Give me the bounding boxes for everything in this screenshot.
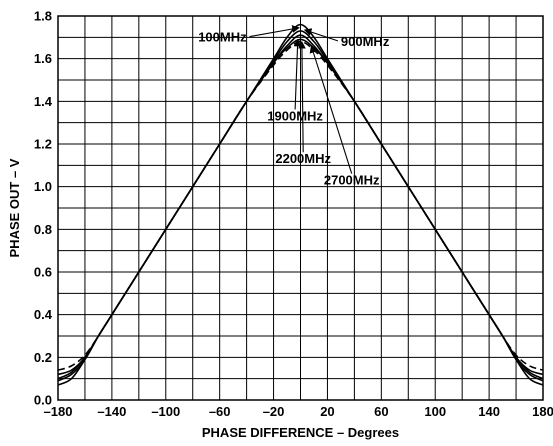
y-tick-label: 1.8 — [34, 9, 52, 24]
annotation-arrow — [293, 38, 302, 110]
grid — [58, 16, 543, 400]
y-axis-title: PHASE OUT – V — [7, 158, 22, 257]
x-tick-label: 140 — [478, 404, 500, 419]
annotation-label: 1900MHz — [267, 109, 323, 124]
annotation-arrow — [249, 25, 300, 38]
y-tick-label: 0.6 — [34, 265, 52, 280]
tick-labels: –180 –140 –100 –60 –20 20 60 100 140 180 0.0 0.2 0.4… — [34, 9, 553, 420]
y-tick-label: 1.4 — [34, 94, 53, 109]
annotations: 100MHz 900MHz 1900MHz 2200MHz 2700MHz — [198, 25, 390, 188]
x-tick-label: –100 — [151, 404, 180, 419]
plot-frame — [57, 15, 544, 401]
y-tick-label: 0.8 — [34, 222, 52, 237]
annotation-label: 2700MHz — [324, 173, 380, 188]
annotation-label: 900MHz — [341, 34, 390, 49]
annotation-arrow — [309, 45, 353, 174]
x-tick-label: 100 — [424, 404, 446, 419]
y-tick-label: 0.0 — [34, 393, 52, 408]
x-tick-label: 20 — [320, 404, 334, 419]
annotation-label: 2200MHz — [275, 151, 331, 166]
annotation-arrow — [303, 28, 339, 42]
x-tick-label: –180 — [44, 404, 73, 419]
annotation-label: 100MHz — [198, 30, 247, 45]
x-axis-title: PHASE DIFFERENCE – Degrees — [202, 425, 399, 440]
x-tick-label: –140 — [97, 404, 126, 419]
y-tick-label: 1.0 — [34, 179, 52, 194]
x-tick-label: –20 — [263, 404, 285, 419]
x-tick-label: –60 — [209, 404, 231, 419]
x-tick-label: 180 — [532, 404, 553, 419]
y-tick-label: 0.4 — [34, 307, 53, 322]
y-tick-label: 0.2 — [34, 350, 52, 365]
annotation-arrow — [298, 40, 306, 153]
y-tick-label: 1.2 — [34, 137, 52, 152]
y-tick-label: 1.6 — [34, 51, 52, 66]
x-tick-label: 60 — [374, 404, 388, 419]
